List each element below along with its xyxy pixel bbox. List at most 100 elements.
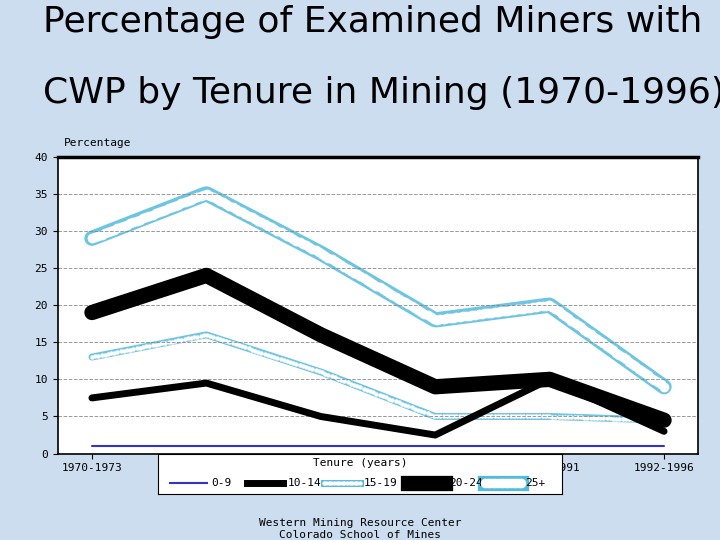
- Point: [534, 302, 545, 310]
- Point: [489, 308, 500, 316]
- Point: [361, 276, 372, 285]
- Point: [300, 363, 312, 372]
- Point: [428, 315, 440, 323]
- Point: [328, 478, 340, 487]
- Point: [86, 353, 98, 361]
- Point: [140, 342, 152, 351]
- Point: [482, 412, 494, 421]
- Point: [480, 478, 491, 487]
- Point: [173, 200, 184, 209]
- Point: [367, 388, 379, 397]
- Point: [144, 342, 156, 350]
- Point: [240, 210, 251, 218]
- Point: [508, 306, 520, 314]
- Point: [566, 413, 577, 422]
- Point: [325, 478, 337, 487]
- Point: [224, 201, 235, 210]
- Point: [364, 278, 376, 286]
- Point: [492, 307, 503, 316]
- Point: [435, 412, 446, 421]
- Point: [588, 332, 600, 341]
- Point: [265, 352, 276, 360]
- Point: [249, 346, 261, 355]
- Point: [498, 412, 510, 421]
- Point: [371, 389, 382, 398]
- Point: [307, 365, 318, 374]
- Point: [278, 230, 289, 238]
- Point: [569, 413, 580, 422]
- Point: [613, 350, 625, 359]
- Point: [451, 412, 462, 421]
- Point: [192, 193, 203, 201]
- Point: [652, 416, 663, 424]
- Point: [447, 313, 459, 322]
- Point: [559, 413, 571, 421]
- Point: [505, 412, 516, 421]
- Point: [652, 378, 663, 387]
- Point: [336, 261, 347, 269]
- Point: [336, 375, 347, 384]
- Point: [169, 201, 181, 210]
- Point: [338, 262, 350, 271]
- Point: [371, 281, 382, 290]
- Point: [393, 294, 405, 303]
- Point: [201, 190, 212, 198]
- Point: [387, 291, 398, 299]
- Point: [549, 413, 561, 421]
- Point: [109, 225, 120, 234]
- Point: [185, 334, 197, 342]
- Point: [626, 360, 638, 368]
- Point: [613, 414, 625, 423]
- Point: [341, 478, 353, 487]
- Point: [380, 393, 392, 402]
- Point: [620, 415, 631, 423]
- Point: [510, 478, 522, 487]
- Point: [256, 218, 267, 227]
- Point: [604, 414, 616, 423]
- Point: [559, 312, 571, 320]
- Point: [192, 332, 203, 341]
- Point: [649, 416, 660, 424]
- Point: [604, 343, 616, 352]
- Point: [473, 412, 485, 421]
- Point: [300, 241, 312, 250]
- Point: [163, 204, 174, 213]
- Point: [358, 274, 369, 282]
- Point: [115, 347, 127, 356]
- Point: [464, 311, 475, 320]
- Point: [544, 301, 555, 309]
- Point: [537, 302, 549, 310]
- Point: [160, 205, 171, 214]
- Point: [246, 345, 258, 354]
- Point: [211, 334, 222, 342]
- Point: [591, 414, 603, 422]
- Point: [284, 233, 296, 241]
- Point: [591, 335, 603, 343]
- Point: [89, 352, 101, 361]
- Point: [176, 199, 187, 208]
- Point: [131, 217, 143, 225]
- Point: [207, 193, 219, 202]
- Point: [195, 332, 207, 340]
- Point: [486, 412, 498, 421]
- Point: [639, 369, 651, 377]
- Point: [611, 414, 622, 423]
- Point: [454, 412, 465, 421]
- Point: [473, 310, 485, 319]
- Point: [540, 301, 552, 310]
- Point: [338, 478, 350, 487]
- Point: [243, 211, 254, 220]
- Point: [253, 217, 264, 225]
- Point: [655, 416, 667, 424]
- Point: [467, 311, 478, 320]
- Point: [487, 478, 498, 487]
- Point: [153, 340, 165, 348]
- Point: [99, 350, 110, 359]
- Point: [201, 330, 212, 339]
- Point: [556, 309, 567, 318]
- Point: [351, 478, 363, 487]
- Point: [349, 478, 361, 487]
- Point: [422, 311, 433, 320]
- Point: [96, 230, 107, 239]
- Point: [278, 355, 289, 364]
